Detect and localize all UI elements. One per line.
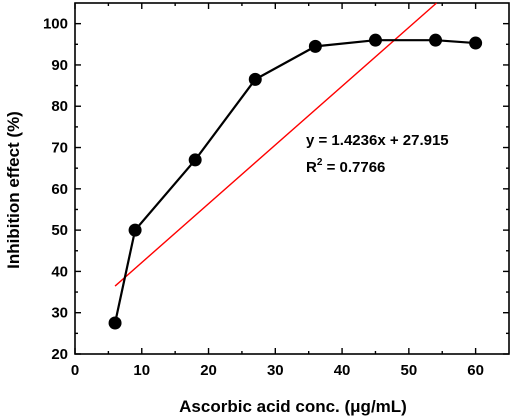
linear-fit-line xyxy=(114,2,438,287)
x-tick-label: 30 xyxy=(267,362,284,379)
data-point xyxy=(469,36,483,50)
series-line xyxy=(113,39,476,324)
y-tick-label: 80 xyxy=(51,98,68,115)
x-tick-label: 40 xyxy=(334,362,351,379)
y-tick-label: 60 xyxy=(51,181,68,198)
y-tick-label: 70 xyxy=(51,140,68,157)
x-axis-title: Ascorbic acid conc. (μg/mL) xyxy=(179,397,407,416)
y-tick-label: 30 xyxy=(51,305,68,322)
fit-equation: y = 1.4236x + 27.915 xyxy=(306,132,449,149)
data-point xyxy=(108,316,122,330)
y-axis-title: Inhibition effect (%) xyxy=(4,111,23,269)
y-tick-label: 50 xyxy=(51,222,68,239)
y-tick-label: 100 xyxy=(43,16,68,33)
data-point xyxy=(248,72,262,86)
data-point xyxy=(308,39,322,53)
axes: 0 10 20 30 40 50 60 20 30 40 50 60 70 80 90 100 xyxy=(43,2,510,379)
plot-frame xyxy=(74,2,510,355)
data-point xyxy=(188,153,202,167)
data-point xyxy=(128,223,142,237)
x-tick-label: 10 xyxy=(133,362,150,379)
y-tick-label: 20 xyxy=(51,346,68,363)
y-tick-label: 40 xyxy=(51,263,68,280)
r-squared: R2 = 0.7766 xyxy=(306,157,385,176)
series-group xyxy=(108,33,483,330)
x-tick-label: 50 xyxy=(401,362,418,379)
data-point xyxy=(429,33,443,47)
x-tick-label: 60 xyxy=(467,362,484,379)
y-tick-label: 90 xyxy=(51,57,68,74)
x-tick-label: 0 xyxy=(71,362,79,379)
x-tick-label: 20 xyxy=(200,362,217,379)
data-point xyxy=(368,33,382,47)
fit-line-group xyxy=(114,2,438,287)
